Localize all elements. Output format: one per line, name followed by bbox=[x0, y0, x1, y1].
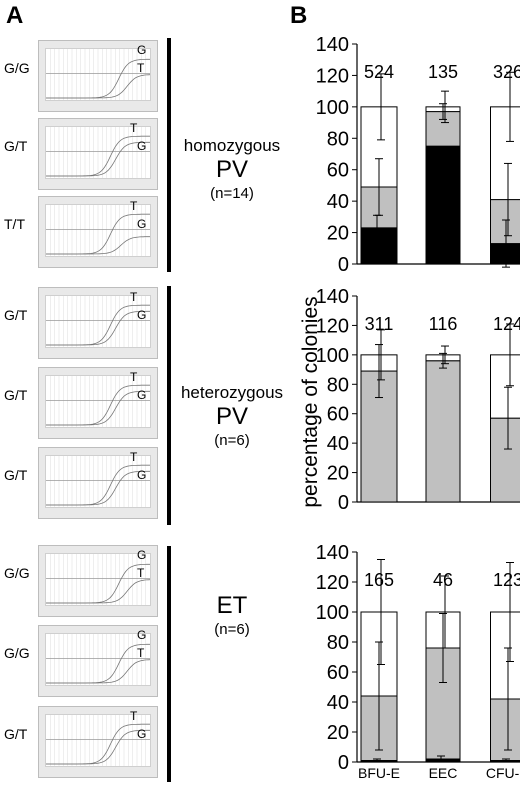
colony-count-label: 165 bbox=[364, 570, 394, 590]
y-tick-label: 100 bbox=[316, 97, 349, 119]
y-tick-label: 60 bbox=[327, 404, 349, 426]
bar-segment-black bbox=[491, 244, 520, 264]
y-tick-label: 20 bbox=[327, 223, 349, 245]
colony-count-label: 124 bbox=[493, 314, 520, 334]
x-tick-label: CFU-G bbox=[486, 765, 520, 781]
y-tick-label: 140 bbox=[316, 286, 349, 308]
y-tick-label: 120 bbox=[316, 315, 349, 337]
colony-count-label: 123 bbox=[493, 570, 520, 590]
y-tick-label: 60 bbox=[327, 160, 349, 182]
colony-count-label: 46 bbox=[433, 570, 453, 590]
bar-segment-gray bbox=[426, 361, 460, 502]
colony-count-label: 524 bbox=[364, 62, 394, 82]
colony-count-label: 326 bbox=[493, 62, 520, 82]
y-tick-label: 100 bbox=[316, 345, 349, 367]
bar-segment-white bbox=[491, 107, 520, 200]
y-tick-label: 60 bbox=[327, 662, 349, 684]
y-tick-label: 20 bbox=[327, 722, 349, 744]
bar-segment-gray bbox=[491, 200, 520, 244]
y-tick-label: 40 bbox=[327, 191, 349, 213]
y-tick-label: 0 bbox=[338, 492, 349, 514]
y-tick-label: 20 bbox=[327, 463, 349, 485]
bar-segment-gray bbox=[491, 418, 520, 502]
x-tick-label: BFU-E bbox=[358, 765, 400, 781]
bar-segment-black bbox=[361, 228, 397, 264]
x-tick-label: EEC bbox=[429, 765, 458, 781]
bar-segment-gray bbox=[491, 699, 520, 761]
y-tick-label: 100 bbox=[316, 602, 349, 624]
colony-count-label: 311 bbox=[365, 314, 394, 334]
y-tick-label: 140 bbox=[316, 34, 349, 56]
y-tick-label: 140 bbox=[316, 542, 349, 564]
y-tick-label: 80 bbox=[327, 374, 349, 396]
y-tick-label: 0 bbox=[338, 254, 349, 276]
colony-count-label: 135 bbox=[428, 62, 458, 82]
bar-segment-white bbox=[491, 355, 520, 418]
y-tick-label: 120 bbox=[316, 572, 349, 594]
y-tick-label: 80 bbox=[327, 128, 349, 150]
y-tick-label: 120 bbox=[316, 65, 349, 87]
y-tick-label: 40 bbox=[327, 433, 349, 455]
colony-count-label: 116 bbox=[429, 314, 458, 334]
bar-segment-black bbox=[426, 146, 460, 264]
y-tick-label: 80 bbox=[327, 632, 349, 654]
y-tick-label: 40 bbox=[327, 692, 349, 714]
y-tick-label: 0 bbox=[338, 752, 349, 774]
bar-segment-white bbox=[491, 612, 520, 699]
